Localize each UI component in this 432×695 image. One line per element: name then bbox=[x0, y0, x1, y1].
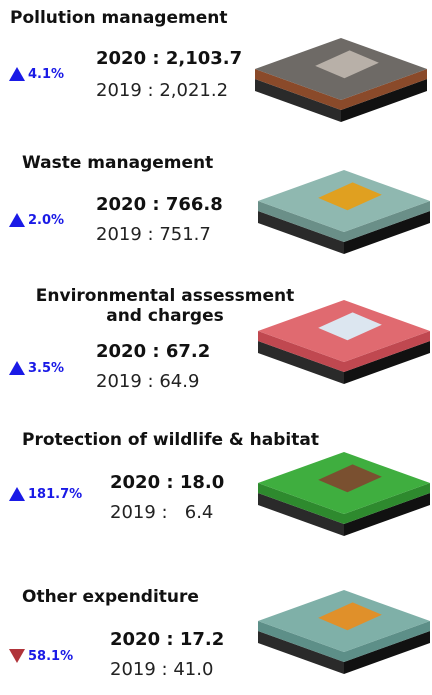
current-value: 2020 : 17.2 bbox=[110, 629, 224, 650]
previous-value: 2019 : 6.4 bbox=[110, 502, 213, 523]
previous-value: 2019 : 751.7 bbox=[96, 224, 211, 245]
change-value: 4.1% bbox=[28, 67, 64, 82]
up-arrow bbox=[8, 360, 26, 376]
illustration bbox=[258, 170, 430, 266]
current-value: 2020 : 766.8 bbox=[96, 194, 223, 215]
previous-value: 2019 : 2,021.2 bbox=[96, 80, 228, 101]
previous-value: 2019 : 41.0 bbox=[110, 659, 213, 680]
illustration bbox=[255, 38, 427, 134]
illustration bbox=[258, 300, 430, 396]
up-arrow bbox=[8, 66, 26, 82]
item-title: Pollution management bbox=[10, 8, 227, 28]
item-title: Waste management bbox=[22, 153, 213, 173]
change-value: 3.5% bbox=[28, 361, 64, 376]
infographic: Pollution management 4.1% 2020 : 2,103.7… bbox=[0, 0, 432, 695]
change: 3.5% bbox=[8, 360, 64, 376]
change: 4.1% bbox=[8, 66, 64, 82]
change: 181.7% bbox=[8, 486, 82, 502]
current-value: 2020 : 2,103.7 bbox=[96, 48, 242, 69]
change-value: 58.1% bbox=[28, 649, 73, 664]
change-value: 181.7% bbox=[28, 487, 82, 502]
illustration bbox=[258, 452, 430, 548]
current-value: 2020 : 18.0 bbox=[110, 472, 224, 493]
change-value: 2.0% bbox=[28, 213, 64, 228]
change: 2.0% bbox=[8, 212, 64, 228]
item-title: Other expenditure bbox=[22, 587, 199, 607]
previous-value: 2019 : 64.9 bbox=[96, 371, 199, 392]
illustration bbox=[258, 590, 430, 686]
current-value: 2020 : 67.2 bbox=[96, 341, 210, 362]
down-arrow bbox=[8, 648, 26, 664]
item-title: Protection of wildlife & habitat bbox=[22, 430, 319, 450]
up-arrow bbox=[8, 486, 26, 502]
up-arrow bbox=[8, 212, 26, 228]
change: 58.1% bbox=[8, 648, 73, 664]
